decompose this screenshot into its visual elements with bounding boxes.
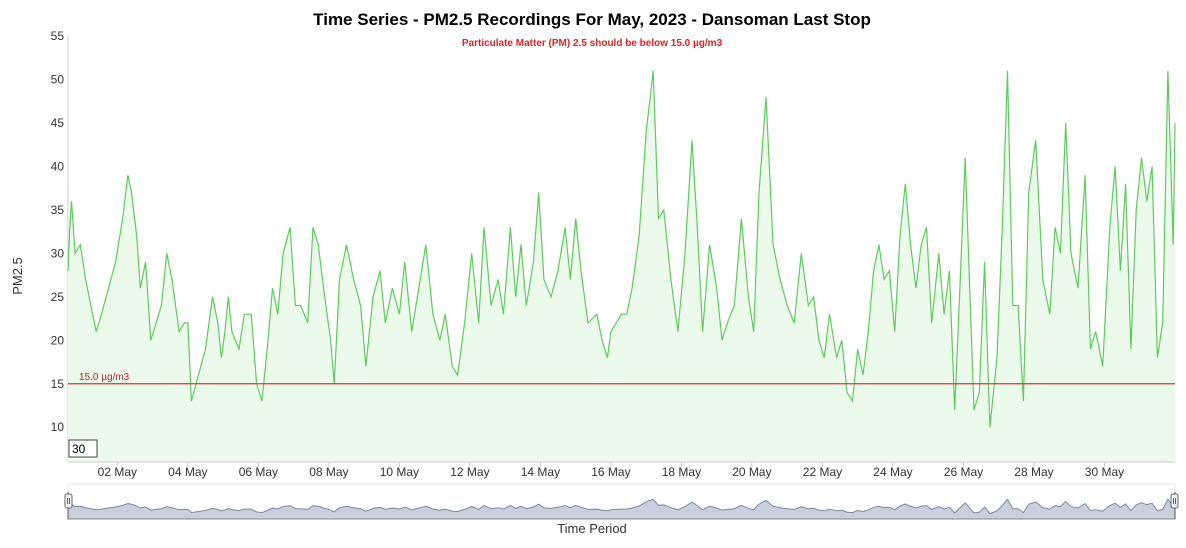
x-axis-label: Time Period <box>557 521 627 536</box>
navigator[interactable] <box>64 483 1179 520</box>
navigator-series <box>67 498 1176 520</box>
y-tick-label: 40 <box>51 159 65 173</box>
x-tick-label: 08 May <box>309 465 348 479</box>
chart-subtitle: Particulate Matter (PM) 2.5 should be be… <box>462 38 723 49</box>
y-axis-ticks: 10 15 20 25 30 35 40 45 50 55 <box>51 29 65 434</box>
y-tick-label: 25 <box>51 290 65 304</box>
x-tick-label: 06 May <box>239 465 278 479</box>
x-tick-label: 24 May <box>873 465 912 479</box>
range-input-frame[interactable] <box>68 439 98 458</box>
x-tick-label: 16 May <box>591 465 630 479</box>
x-tick-label: 20 May <box>732 465 771 479</box>
x-tick-label: 18 May <box>662 465 701 479</box>
range-input-box[interactable]: 30 <box>68 439 98 458</box>
x-tick-label: 02 May <box>98 465 137 479</box>
y-tick-label: 35 <box>51 203 65 217</box>
x-tick-label: 10 May <box>380 465 419 479</box>
y-tick-label: 30 <box>51 246 65 260</box>
navigator-left-handle[interactable] <box>64 492 73 519</box>
pm25-series-line <box>67 70 1176 428</box>
y-tick-label: 15 <box>51 377 65 391</box>
x-tick-label: 04 May <box>168 465 207 479</box>
plot-area: 15.0 µg/m3 <box>67 36 1176 463</box>
range-input-value: 30 <box>72 442 86 456</box>
y-tick-label: 20 <box>51 333 65 347</box>
y-tick-label: 10 <box>51 420 65 434</box>
chart-title: Time Series - PM2.5 Recordings For May, … <box>313 10 871 29</box>
x-tick-label: 22 May <box>803 465 842 479</box>
navigator-right-handle[interactable] <box>1170 492 1179 519</box>
pm25-area-fill <box>68 70 1175 463</box>
x-tick-label: 30 May <box>1085 465 1124 479</box>
x-tick-label: 26 May <box>944 465 983 479</box>
threshold-label: 15.0 µg/m3 <box>79 372 130 383</box>
x-tick-label: 28 May <box>1014 465 1053 479</box>
y-tick-label: 45 <box>51 116 65 130</box>
x-tick-label: 14 May <box>521 465 560 479</box>
y-tick-label: 55 <box>51 29 65 43</box>
x-axis-ticks: 02 May 04 May 06 May 08 May 10 May 12 May 14 M… <box>98 462 1124 479</box>
x-tick-label: 12 May <box>450 465 489 479</box>
y-axis-label: PM2.5 <box>10 257 25 295</box>
y-tick-label: 50 <box>51 72 65 86</box>
